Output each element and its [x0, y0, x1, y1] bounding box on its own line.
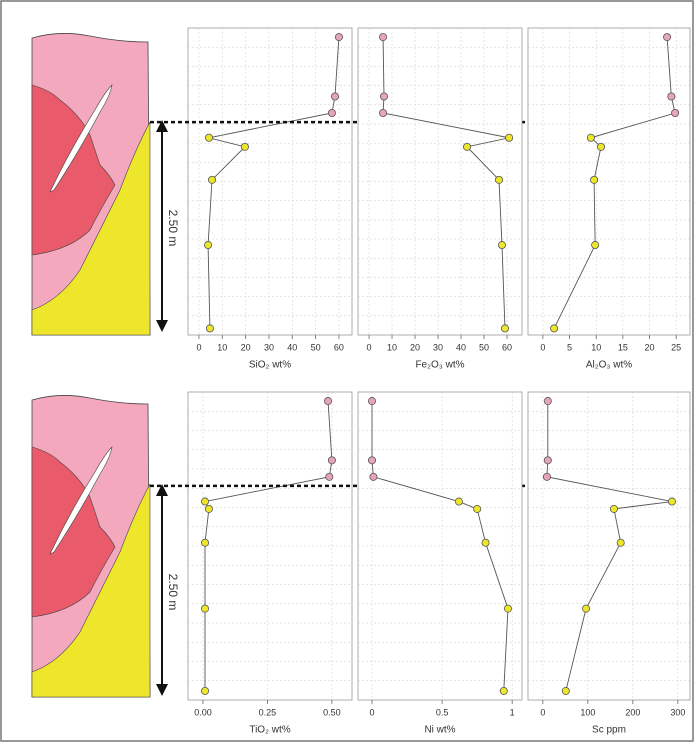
x-tick-label: 30: [264, 342, 274, 352]
axis-title: TiO₂ wt%: [249, 725, 290, 736]
x-tick-label: 0: [540, 707, 545, 717]
data-point: [327, 109, 336, 118]
data-point: [616, 538, 625, 547]
data-point: [208, 175, 217, 184]
x-tick-label: 50: [479, 342, 489, 352]
data-point: [499, 686, 508, 695]
data-point: [543, 456, 552, 465]
data-point: [204, 133, 213, 142]
data-point: [500, 324, 509, 333]
x-tick-label: 5: [567, 342, 572, 352]
data-point: [368, 456, 377, 465]
data-point: [201, 538, 210, 547]
axis-title: Fe₂O₃ wt%: [415, 360, 464, 371]
x-tick-label: 0.00: [194, 707, 212, 717]
data-point: [334, 33, 343, 42]
scale-label: 2.50 m: [166, 210, 180, 247]
section-sketch: [31, 395, 151, 698]
x-tick-label: 10: [591, 342, 601, 352]
data-point: [582, 604, 591, 613]
data-point: [240, 142, 249, 151]
data-point: [609, 504, 618, 513]
data-point: [379, 92, 388, 101]
data-point: [201, 686, 210, 695]
x-tick-label: 20: [410, 342, 420, 352]
axis-title: SiO₂ wt%: [249, 360, 291, 371]
data-point: [671, 109, 680, 118]
x-tick-label: 0.50: [323, 707, 341, 717]
x-tick-label: 60: [502, 342, 512, 352]
data-point: [204, 241, 213, 250]
data-point: [201, 497, 210, 506]
data-point: [591, 241, 600, 250]
data-point: [494, 175, 503, 184]
data-point: [597, 142, 606, 151]
x-tick-label: 20: [644, 342, 654, 352]
data-point: [586, 133, 595, 142]
x-tick-label: 0.25: [259, 707, 277, 717]
data-point: [454, 497, 463, 506]
x-tick-label: 40: [287, 342, 297, 352]
x-tick-label: 10: [217, 342, 227, 352]
data-point: [473, 504, 482, 513]
x-tick-label: 50: [311, 342, 321, 352]
data-point: [327, 456, 336, 465]
axis-title: Al₂O₃ wt%: [586, 360, 632, 371]
x-tick-label: 20: [241, 342, 251, 352]
x-tick-label: 300: [670, 707, 685, 717]
data-point: [204, 504, 213, 513]
data-point: [561, 686, 570, 695]
x-tick-label: 0: [196, 342, 201, 352]
data-point: [463, 142, 472, 151]
data-point: [543, 397, 552, 406]
x-tick-label: 0: [370, 707, 375, 717]
x-tick-label: 25: [671, 342, 681, 352]
data-point: [481, 538, 490, 547]
data-point: [325, 472, 334, 481]
data-point: [368, 397, 377, 406]
section-sketch: [31, 33, 151, 336]
x-tick-label: 60: [334, 342, 344, 352]
x-tick-label: 1: [510, 707, 515, 717]
data-point: [550, 324, 559, 333]
data-point: [379, 33, 388, 42]
data-point: [667, 92, 676, 101]
scale-label: 2.50 m: [166, 574, 180, 611]
data-point: [505, 133, 514, 142]
data-point: [668, 497, 677, 506]
data-point: [205, 324, 214, 333]
data-point: [497, 241, 506, 250]
data-point: [503, 604, 512, 613]
data-point: [201, 604, 210, 613]
axis-title: Sc ppm: [592, 725, 626, 736]
x-tick-label: 0: [540, 342, 545, 352]
data-point: [542, 472, 551, 481]
x-tick-label: 100: [580, 707, 595, 717]
x-tick-label: 0: [367, 342, 372, 352]
x-tick-label: 30: [433, 342, 443, 352]
data-point: [324, 397, 333, 406]
data-point: [379, 109, 388, 118]
x-tick-label: 40: [456, 342, 466, 352]
x-tick-label: 0.5: [436, 707, 449, 717]
data-point: [663, 33, 672, 42]
axis-title: Ni wt%: [424, 725, 455, 736]
data-point: [590, 175, 599, 184]
x-tick-label: 10: [387, 342, 397, 352]
x-tick-label: 200: [625, 707, 640, 717]
x-tick-label: 15: [618, 342, 628, 352]
data-point: [330, 92, 339, 101]
data-point: [369, 472, 378, 481]
